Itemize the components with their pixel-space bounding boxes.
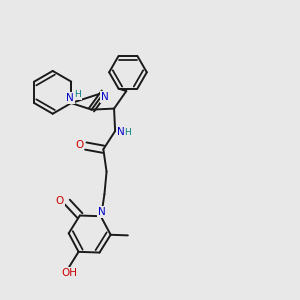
Text: N: N [101, 92, 109, 102]
Text: H: H [124, 128, 131, 137]
Text: N: N [98, 207, 106, 217]
Text: O: O [75, 140, 83, 150]
Text: H: H [74, 90, 81, 99]
Text: N: N [67, 93, 74, 103]
Text: O: O [56, 196, 64, 206]
Text: N: N [117, 127, 124, 137]
Text: OH: OH [62, 268, 78, 278]
